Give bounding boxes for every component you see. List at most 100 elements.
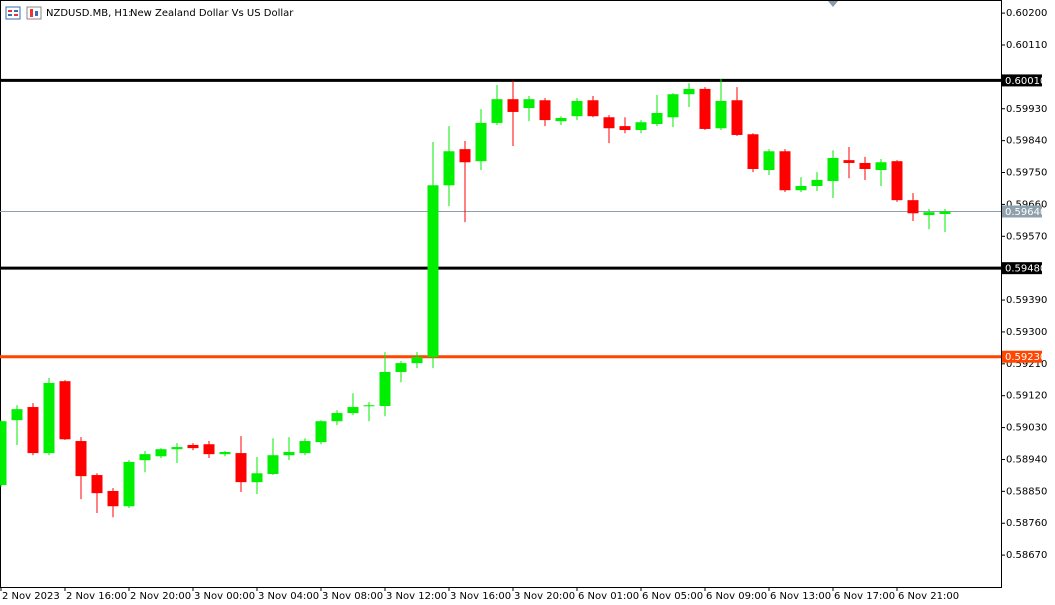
x-tick-label: 2 Nov 16:00 [66, 591, 127, 602]
y-tick-label: 0.58940 [1006, 454, 1047, 465]
x-tick-label: 3 Nov 16:00 [450, 591, 511, 602]
candle-body [171, 447, 183, 450]
candle-body [315, 421, 327, 443]
y-tick-label: 0.59210 [1006, 359, 1047, 370]
candle-body [91, 475, 103, 494]
chart-icons [5, 6, 42, 20]
candle-body [795, 185, 807, 191]
candle-body [331, 413, 343, 422]
candle-body [251, 473, 263, 483]
x-tick-label: 6 Nov 21:00 [898, 591, 959, 602]
y-tick-label: 0.59660 [1006, 199, 1047, 210]
candle-body [363, 405, 375, 407]
x-tick-label: 6 Nov 01:00 [578, 591, 639, 602]
candle-body [907, 200, 919, 214]
y-tick-label: 0.60110 [1006, 40, 1047, 51]
x-tick-label: 2 Nov 2023 [2, 591, 60, 602]
y-tick-label: 0.58850 [1006, 486, 1047, 497]
candle-body [395, 363, 407, 372]
candle-body [203, 444, 215, 455]
scroll-marker[interactable] [828, 1, 838, 7]
chart-title: New Zealand Dollar Vs US Dollar [130, 8, 294, 19]
y-tick-label: 0.60200 [1006, 8, 1047, 19]
x-tick-label: 3 Nov 20:00 [514, 591, 575, 602]
candle-body [747, 134, 759, 169]
candle-body [923, 212, 935, 216]
y-tick-label: 0.59120 [1006, 391, 1047, 402]
y-tick-label: 0.58670 [1006, 550, 1047, 561]
symbol: NZDUSD.MB, H1: [46, 8, 132, 19]
candle-body [123, 461, 135, 507]
candle-body [379, 371, 391, 406]
candle-body [75, 441, 87, 477]
x-tick-label: 6 Nov 05:00 [642, 591, 703, 602]
candle-body [779, 151, 791, 191]
x-tick-label: 3 Nov 04:00 [258, 591, 319, 602]
candle-body [555, 117, 567, 122]
candle-body [651, 113, 663, 124]
candle-body [539, 100, 551, 121]
candle-body [859, 162, 871, 169]
candle-body [155, 449, 167, 457]
candle-body [475, 122, 487, 162]
candle-body [635, 122, 647, 131]
candle-body [267, 455, 279, 474]
level-label: 0.60010 [1005, 76, 1046, 87]
y-tick-label: 0.59930 [1006, 104, 1047, 115]
level-label: 0.59640 [1005, 207, 1046, 218]
x-tick-label: 3 Nov 08:00 [322, 591, 383, 602]
y-tick-label: 0.59750 [1006, 168, 1047, 179]
candle-body [139, 454, 151, 461]
candle-body [699, 88, 711, 129]
candle-body [571, 100, 583, 117]
candle-body [715, 100, 727, 129]
level-tag [1002, 262, 1042, 275]
y-tick-label: 0.58760 [1006, 518, 1047, 529]
candle-body [667, 94, 679, 118]
y-tick-label: 0.59390 [1006, 295, 1047, 306]
level-tag [1002, 74, 1042, 87]
candle-body [0, 421, 7, 485]
candle-body [27, 407, 39, 454]
candle-body [811, 179, 823, 186]
candle-body [939, 211, 951, 214]
x-tick-label: 6 Nov 09:00 [706, 591, 767, 602]
plot-frame [0, 0, 1002, 588]
candle-body [43, 382, 55, 454]
candle-body [459, 149, 471, 163]
candle-body [299, 441, 311, 454]
x-tick-label: 6 Nov 13:00 [770, 591, 831, 602]
level-label: 0.59230 [1005, 352, 1046, 363]
candle-body [107, 490, 119, 507]
candle-body [443, 151, 455, 186]
level-label: 0.59480 [1005, 264, 1046, 275]
candle-body [587, 100, 599, 117]
candle-body [11, 409, 23, 421]
candle-body [427, 185, 439, 358]
y-tick-label: 0.59030 [1006, 423, 1047, 434]
candle-body [827, 157, 839, 182]
candle-body [283, 452, 295, 456]
y-tick-label: 0.59840 [1006, 136, 1047, 147]
candle-body [187, 444, 199, 449]
level-tag [1002, 205, 1042, 218]
candle-body [411, 357, 423, 364]
candle-body [491, 99, 503, 123]
x-tick-label: 3 Nov 00:00 [194, 591, 255, 602]
candle-body [875, 162, 887, 171]
candle-body [619, 126, 631, 131]
y-tick-label: 0.59300 [1006, 327, 1047, 338]
y-tick-label: 0.59570 [1006, 231, 1047, 242]
candle-body [891, 161, 903, 201]
candle-body [347, 407, 359, 414]
x-tick-label: 6 Nov 17:00 [834, 591, 895, 602]
candle-body [603, 117, 615, 129]
candle-body [683, 88, 695, 95]
candle-body [59, 381, 71, 440]
candle-body [235, 453, 247, 483]
candle-body [843, 160, 855, 163]
x-tick-label: 2 Nov 20:00 [130, 591, 191, 602]
candle-body [763, 151, 775, 171]
x-tick-label: 3 Nov 12:00 [386, 591, 447, 602]
